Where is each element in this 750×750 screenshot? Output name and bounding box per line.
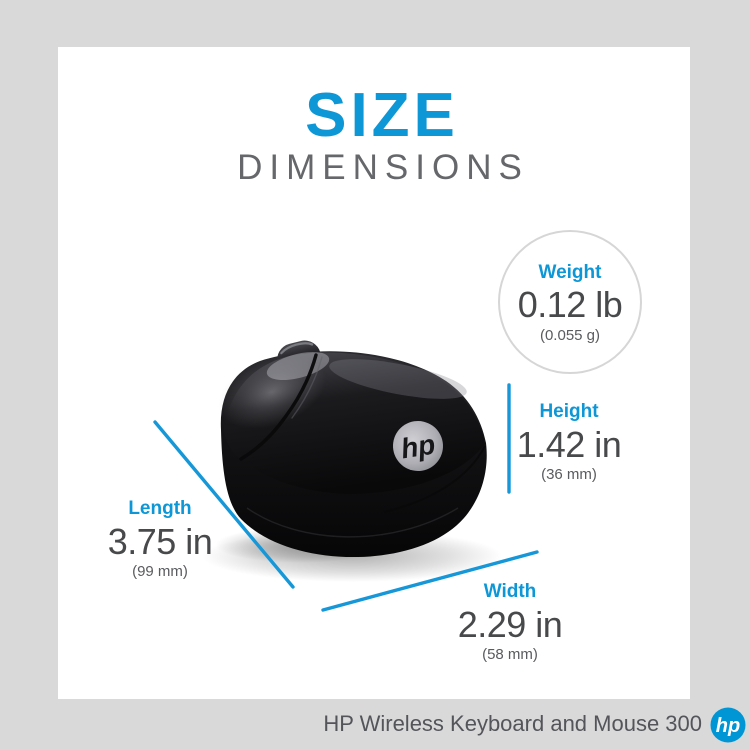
length-measurement: Length 3.75 in (99 mm) — [108, 498, 213, 582]
height-metric-value: (36 mm) — [541, 466, 597, 484]
svg-text:hp: hp — [716, 715, 740, 737]
weight-measurement-circle: Weight 0.12 lb (0.055 g) — [498, 230, 642, 374]
weight-value: 0.12 lb — [517, 284, 623, 326]
length-dimension-line — [153, 420, 295, 589]
page-subtitle: DIMENSIONS — [237, 148, 529, 187]
width-value: 2.29 in — [457, 603, 563, 645]
height-label: Height — [539, 401, 599, 422]
weight-metric-value: (0.055 g) — [539, 326, 601, 344]
left-button-sheen — [218, 355, 326, 429]
length-metric-value: (99 mm) — [132, 563, 188, 581]
button-divider — [239, 353, 318, 461]
length-value: 3.75 in — [107, 520, 213, 562]
right-button-sheen — [329, 359, 467, 399]
button-divider-highlight — [291, 356, 323, 419]
mouse-hp-logo: hp — [393, 421, 443, 471]
length-label: Length — [128, 498, 192, 519]
width-metric-value: (58 mm) — [482, 646, 538, 664]
width-label: Width — [483, 581, 537, 602]
page-title: SIZE — [305, 81, 459, 150]
height-measurement: Height 1.42 in (36 mm) — [517, 401, 622, 485]
width-dimension-line — [321, 550, 539, 612]
base-seam — [246, 507, 459, 538]
width-measurement: Width 2.29 in (58 mm) — [458, 581, 563, 665]
product-name: HP Wireless Keyboard and Mouse 300 — [323, 711, 702, 736]
height-value: 1.42 in — [516, 423, 622, 465]
shell-seam-right — [383, 445, 486, 513]
svg-text:hp: hp — [399, 429, 438, 465]
weight-label: Weight — [538, 261, 602, 283]
hp-logo-icon: hp — [710, 707, 746, 743]
